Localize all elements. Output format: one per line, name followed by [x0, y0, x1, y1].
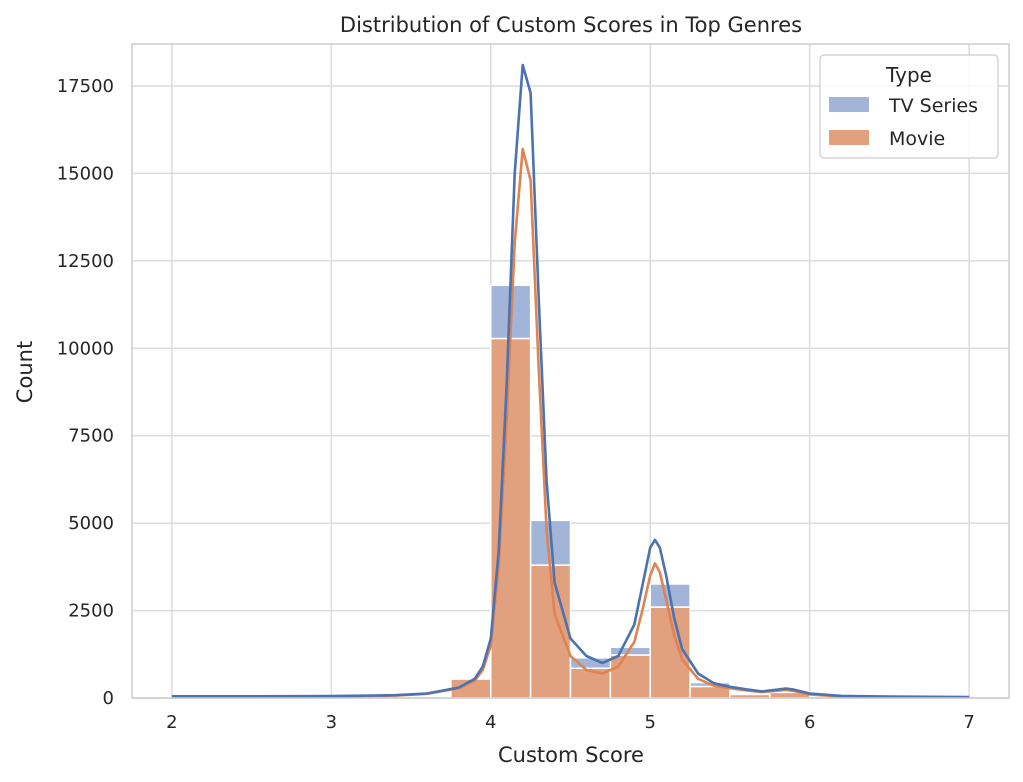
x-tick-label: 4: [485, 712, 496, 733]
bar-movie: [609, 654, 651, 699]
legend: Type TV Series Movie: [819, 54, 999, 159]
legend-swatch-movie: [829, 130, 869, 145]
bar-movie: [490, 337, 532, 699]
y-tick-label: 12500: [57, 251, 114, 272]
legend-label-tv-series: TV Series: [888, 95, 978, 117]
y-tick-label: 10000: [57, 338, 114, 359]
y-tick-label: 17500: [57, 76, 114, 97]
plot-frame: [131, 43, 1010, 699]
chart-title: Distribution of Custom Scores in Top Gen…: [340, 13, 802, 37]
x-axis-label: Custom Score: [498, 743, 644, 767]
y-tick-label: 0: [103, 688, 114, 709]
x-tick-label: 7: [963, 712, 974, 733]
y-tick-label: 5000: [68, 513, 114, 534]
legend-swatch-tv-series: [829, 97, 869, 112]
bars-layer: [450, 284, 811, 699]
bar-movie: [529, 564, 572, 699]
y-tick-label: 15000: [57, 163, 114, 184]
x-tick-label: 5: [645, 712, 656, 733]
y-axis-label: Count: [13, 341, 37, 403]
x-tick-label: 3: [326, 712, 337, 733]
legend-label-movie: Movie: [889, 128, 945, 150]
y-tick-label: 7500: [68, 426, 114, 447]
kde-line-tv-series: [171, 63, 970, 699]
ticks-layer: 2 3 4 5 6 7 0 2500 5000 7500 10000 12500 15000 17500: [57, 76, 975, 733]
legend-title: Type: [885, 63, 932, 87]
kde-layer: [171, 63, 970, 699]
y-tick-label: 2500: [68, 601, 114, 622]
x-tick-label: 6: [804, 712, 815, 733]
x-tick-label: 2: [166, 712, 177, 733]
